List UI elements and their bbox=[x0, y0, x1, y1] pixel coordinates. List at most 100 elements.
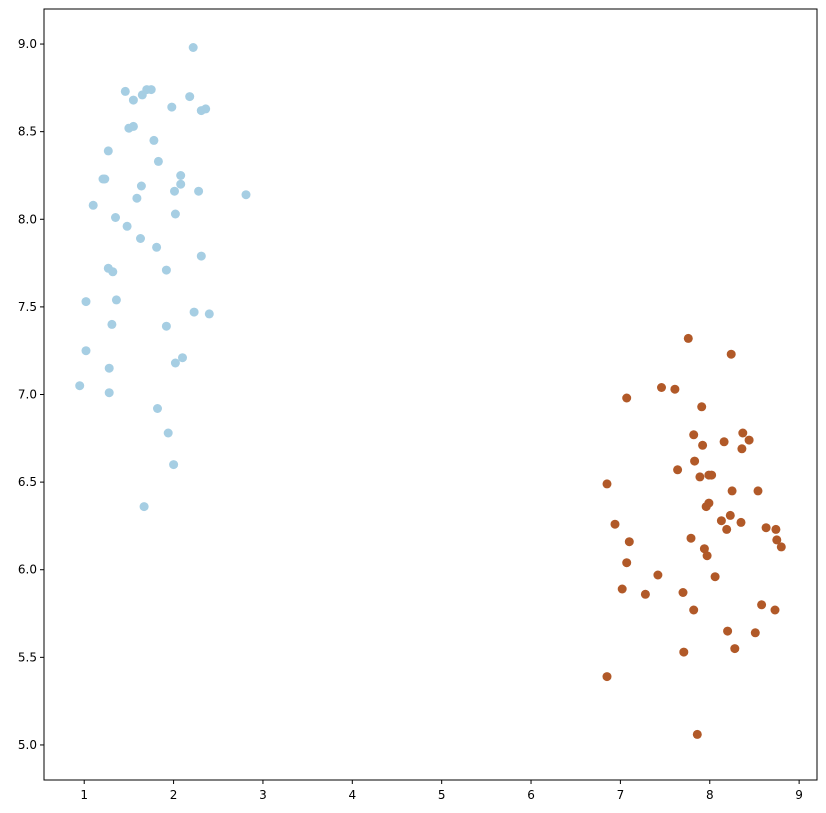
x-tick-label: 8 bbox=[706, 788, 714, 802]
y-tick-label: 7.5 bbox=[18, 300, 37, 314]
data-point-series-2-8 bbox=[689, 430, 699, 440]
data-point-series-1-10 bbox=[196, 106, 206, 116]
y-tick-label: 6.0 bbox=[18, 563, 37, 577]
data-point-series-1-29 bbox=[136, 234, 145, 243]
data-point-series-1-48 bbox=[163, 428, 173, 438]
y-tick-label: 7.0 bbox=[18, 388, 37, 402]
data-point-series-2-47 bbox=[730, 644, 740, 654]
data-point-series-1-12 bbox=[128, 121, 138, 131]
x-tick-label: 2 bbox=[170, 788, 178, 802]
x-tick-label: 4 bbox=[348, 788, 356, 802]
data-point-series-1-18 bbox=[100, 174, 110, 184]
data-point-series-2-41 bbox=[640, 589, 650, 599]
data-point-series-2-24 bbox=[716, 516, 726, 526]
data-point-series-1-44 bbox=[104, 363, 114, 373]
data-point-series-1-8 bbox=[167, 102, 177, 112]
points-layer bbox=[75, 43, 786, 739]
x-tick-label: 1 bbox=[80, 788, 88, 802]
data-point-series-2-10 bbox=[719, 437, 729, 447]
data-point-series-2-36 bbox=[622, 558, 632, 568]
data-point-series-1-50 bbox=[139, 502, 149, 512]
y-tick-label: 6.5 bbox=[18, 475, 37, 489]
data-point-series-1-13 bbox=[149, 135, 159, 145]
data-point-series-1-4 bbox=[146, 85, 156, 95]
data-point-series-2-2 bbox=[726, 349, 736, 359]
data-point-series-2-1 bbox=[683, 333, 693, 343]
data-point-series-2-30 bbox=[686, 533, 696, 543]
data-point-series-2-28 bbox=[771, 524, 781, 534]
data-point-series-2-26 bbox=[736, 517, 746, 527]
x-tick-label: 6 bbox=[527, 788, 535, 802]
data-point-series-2-11 bbox=[698, 440, 708, 450]
data-point-series-1-43 bbox=[170, 358, 180, 368]
data-point-series-2-49 bbox=[602, 672, 612, 682]
y-tick-label: 5.0 bbox=[18, 738, 37, 752]
data-point-series-1-47 bbox=[153, 404, 162, 413]
data-point-series-2-45 bbox=[723, 626, 733, 636]
data-point-series-1-39 bbox=[107, 319, 117, 329]
data-point-series-2-4 bbox=[670, 384, 680, 394]
data-point-series-1-30 bbox=[152, 242, 162, 252]
data-point-series-2-33 bbox=[776, 542, 786, 552]
data-point-series-2-16 bbox=[695, 472, 705, 482]
data-point-series-1-24 bbox=[132, 193, 142, 203]
data-point-series-1-22 bbox=[194, 186, 204, 196]
data-point-series-1-34 bbox=[161, 265, 171, 275]
data-point-series-2-43 bbox=[689, 605, 699, 615]
data-point-series-1-33 bbox=[108, 267, 118, 277]
data-point-series-2-5 bbox=[622, 393, 632, 403]
y-tick-label: 5.5 bbox=[18, 650, 37, 664]
data-point-series-1-40 bbox=[161, 321, 171, 331]
data-point-series-2-15 bbox=[707, 470, 717, 480]
data-point-series-2-25 bbox=[610, 519, 620, 529]
data-point-series-2-19 bbox=[753, 486, 763, 496]
data-point-series-2-18 bbox=[727, 486, 737, 496]
data-point-series-1-45 bbox=[75, 381, 85, 391]
data-point-series-2-35 bbox=[702, 551, 712, 561]
data-point-series-2-34 bbox=[699, 544, 709, 554]
data-point-series-1-1 bbox=[188, 43, 198, 52]
data-point-series-1-20 bbox=[136, 181, 146, 191]
data-point-series-2-39 bbox=[617, 584, 627, 594]
data-point-series-1-41 bbox=[81, 346, 91, 356]
y-axis: 5.0 5.5 6.0 6.5 7.0 7.5 8.0 8.5 9.0 bbox=[18, 37, 44, 752]
data-point-series-2-27 bbox=[761, 523, 771, 533]
data-point-series-1-25 bbox=[88, 200, 98, 210]
data-point-series-2-40 bbox=[678, 588, 688, 597]
data-point-series-1-6 bbox=[185, 92, 195, 102]
y-tick-label: 8.5 bbox=[18, 125, 37, 139]
data-point-series-1-49 bbox=[169, 460, 179, 470]
data-point-series-1-15 bbox=[153, 156, 163, 166]
data-point-series-1-19 bbox=[176, 179, 186, 189]
data-point-series-2-50 bbox=[692, 729, 702, 739]
data-point-series-1-46 bbox=[104, 388, 114, 398]
data-point-series-2-31 bbox=[772, 535, 782, 545]
data-point-series-2-48 bbox=[679, 647, 689, 657]
data-point-series-1-26 bbox=[170, 209, 180, 219]
data-point-series-2-37 bbox=[653, 570, 663, 580]
data-point-series-1-35 bbox=[81, 297, 91, 307]
x-tick-label: 5 bbox=[438, 788, 446, 802]
data-point-series-2-42 bbox=[757, 600, 767, 610]
x-tick-label: 3 bbox=[259, 788, 267, 802]
y-tick-label: 9.0 bbox=[18, 37, 37, 51]
data-point-series-2-38 bbox=[710, 572, 720, 582]
x-tick-label: 9 bbox=[795, 788, 803, 802]
data-point-series-1-27 bbox=[111, 213, 120, 222]
y-tick-label: 8.0 bbox=[18, 212, 37, 226]
data-point-series-2-46 bbox=[750, 628, 760, 638]
data-point-series-1-14 bbox=[103, 146, 113, 156]
data-point-series-2-6 bbox=[697, 402, 707, 412]
x-axis: 1 2 3 4 5 6 7 8 9 bbox=[80, 780, 803, 802]
data-point-series-2-44 bbox=[770, 605, 780, 615]
data-point-series-1-38 bbox=[204, 309, 214, 319]
data-point-series-1-2 bbox=[120, 86, 130, 96]
data-point-series-1-37 bbox=[189, 307, 199, 317]
data-point-series-2-23 bbox=[725, 510, 735, 520]
data-point-series-2-13 bbox=[673, 465, 683, 475]
data-point-series-2-9 bbox=[744, 435, 754, 445]
plot-area bbox=[44, 9, 817, 780]
data-point-series-2-12 bbox=[737, 444, 747, 454]
data-point-series-1-36 bbox=[111, 295, 121, 305]
